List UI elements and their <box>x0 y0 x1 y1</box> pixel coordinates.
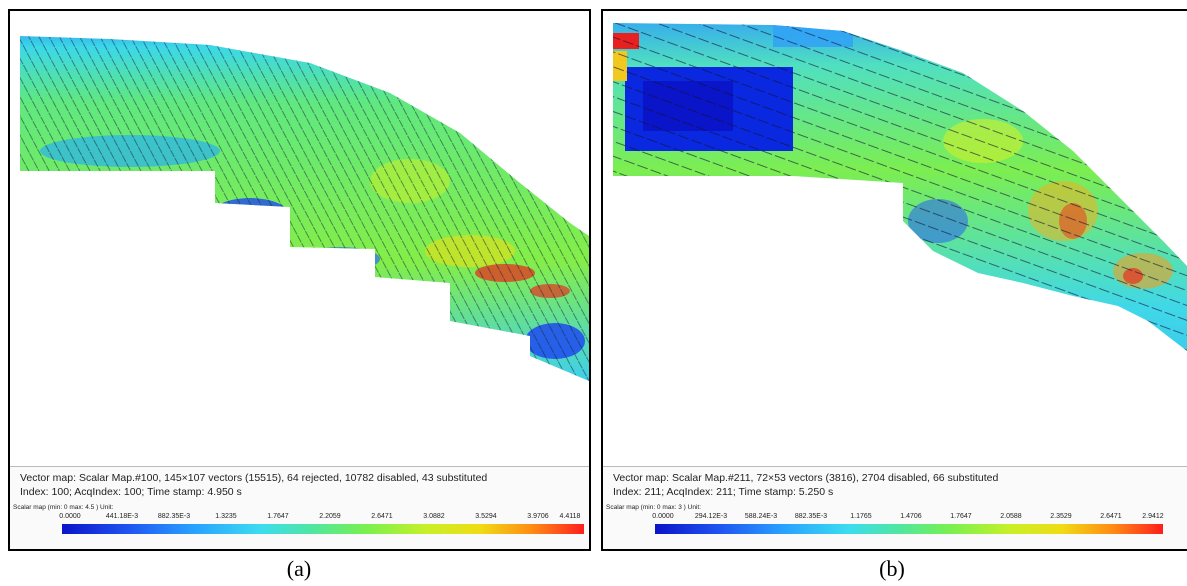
vector-map-plot-a[interactable] <box>10 11 589 466</box>
tick-b-6: 1.7647 <box>950 513 972 520</box>
tick-b-0: 0.0000 <box>652 513 674 520</box>
tick-b-1: 294.12E-3 <box>694 513 728 520</box>
tick-b-2: 588.24E-3 <box>744 513 778 520</box>
status-panel-b: Vector map: Scalar Map.#211, 72×53 vecto… <box>603 466 1187 549</box>
caption-b: (b) <box>879 556 905 581</box>
scale-label-b: Scalar map (min: 0 max: 3 ) Unit: <box>606 504 701 511</box>
colorbar-b <box>655 524 1163 534</box>
panel-a: Vector map: Scalar Map.#100, 145×107 vec… <box>8 9 591 551</box>
colorbar-ticks-a: 0.0000 441.18E-3 882.35E-3 1.3235 1.7647… <box>10 513 589 523</box>
tick-a-10: 4.4118 <box>559 513 581 520</box>
flow-region-a <box>20 36 589 381</box>
colorbar-a <box>62 524 584 534</box>
tick-b-4: 1.1765 <box>850 513 872 520</box>
vector-info-b: Vector map: Scalar Map.#211, 72×53 vecto… <box>613 472 999 484</box>
tick-a-6: 2.6471 <box>371 513 393 520</box>
tick-a-1: 441.18E-3 <box>105 513 139 520</box>
tick-a-9: 3.9706 <box>527 513 549 520</box>
caption-a: (a) <box>286 556 312 581</box>
info-text-a: Vector map: Scalar Map.#100, 145×107 vec… <box>20 471 487 499</box>
info-text-b: Vector map: Scalar Map.#211, 72×53 vecto… <box>613 471 998 499</box>
tick-b-10: 2.9412 <box>1142 513 1164 520</box>
colorbar-ticks-b: 0.0000 294.12E-3 588.24E-3 882.35E-3 1.1… <box>603 513 1187 523</box>
tick-b-8: 2.3529 <box>1050 513 1072 520</box>
tick-a-2: 882.35E-3 <box>157 513 191 520</box>
index-info-b: Index: 211; AcqIndex: 211; Time stamp: 5… <box>613 486 834 498</box>
status-panel-a: Vector map: Scalar Map.#100, 145×107 vec… <box>10 466 589 549</box>
flow-region-b <box>613 23 1187 351</box>
vector-info-a: Vector map: Scalar Map.#100, 145×107 vec… <box>20 472 488 484</box>
tick-a-5: 2.2059 <box>319 513 341 520</box>
tick-a-0: 0.0000 <box>59 513 81 520</box>
tick-b-3: 882.35E-3 <box>794 513 828 520</box>
tick-a-3: 1.3235 <box>215 513 237 520</box>
tick-a-8: 3.5294 <box>475 513 497 520</box>
tick-b-5: 1.4706 <box>900 513 922 520</box>
vector-map-svg-b <box>613 23 1187 351</box>
tick-a-4: 1.7647 <box>267 513 289 520</box>
index-info-a: Index: 100; AcqIndex: 100; Time stamp: 4… <box>20 486 242 498</box>
panel-b: Vector map: Scalar Map.#211, 72×53 vecto… <box>601 9 1187 551</box>
tick-b-7: 2.0588 <box>1000 513 1022 520</box>
vector-map-plot-b[interactable] <box>603 11 1187 466</box>
tick-b-9: 2.6471 <box>1100 513 1122 520</box>
tick-a-7: 3.0882 <box>423 513 445 520</box>
vector-map-svg-a <box>20 36 589 381</box>
scale-label-a: Scalar map (min: 0 max: 4.5 ) Unit: <box>13 504 114 511</box>
